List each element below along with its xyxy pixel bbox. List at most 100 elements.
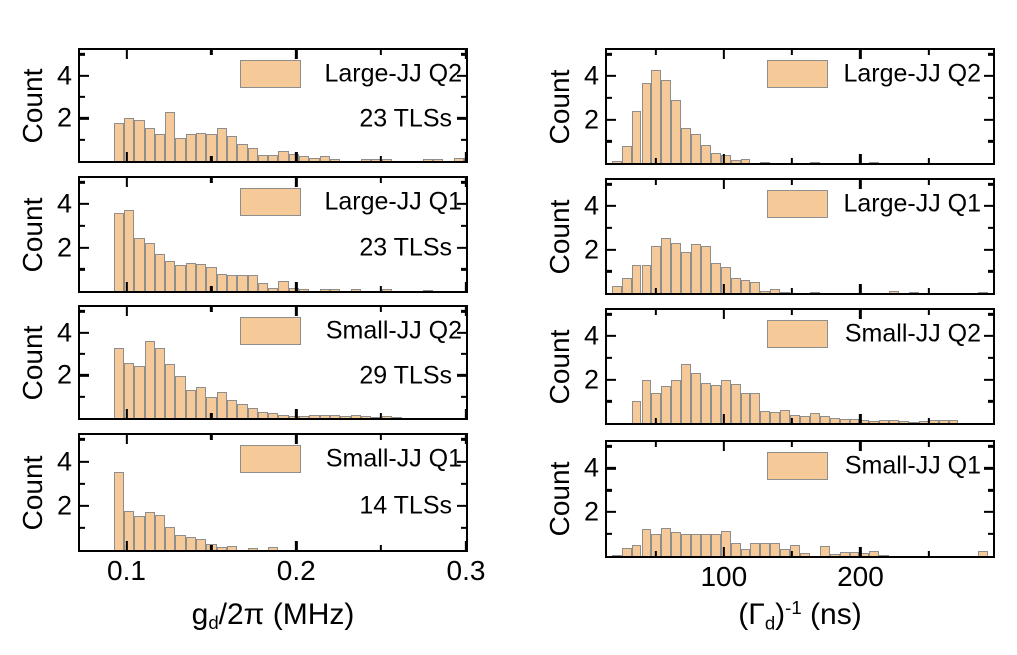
legend-swatch (767, 320, 829, 349)
histogram-bar (809, 291, 820, 293)
histogram-bar (216, 273, 227, 291)
y-tick-minor (80, 268, 85, 271)
histogram-bar (760, 542, 771, 556)
histogram-bar (113, 212, 124, 291)
histogram-bar (780, 291, 791, 293)
histogram-bar (879, 419, 890, 423)
histogram-bar (278, 415, 289, 418)
y-tick-minor (607, 532, 612, 536)
x-tick-minor (654, 288, 657, 293)
histogram-bar (154, 254, 166, 291)
histogram-bar (350, 415, 361, 418)
x-tick-minor (379, 545, 383, 550)
histogram-bar (700, 144, 711, 163)
y-tick-label: 4 (583, 452, 599, 483)
x-tick-minor (210, 435, 213, 440)
histogram-bar (206, 134, 217, 161)
x-tick-minor (210, 307, 213, 312)
x-tick-major (295, 50, 298, 59)
x-tick-major (722, 442, 725, 451)
y-tick-major (457, 374, 466, 377)
y-tick-major (984, 204, 993, 208)
x-tick-minor (379, 156, 383, 161)
y-tick-minor (607, 400, 612, 403)
y-tick-major (457, 202, 466, 206)
y-tick-minor (988, 445, 993, 448)
histogram-bar (869, 550, 880, 556)
histogram-bars (607, 442, 993, 556)
histogram-bar (661, 386, 672, 423)
y-tick-major (607, 74, 616, 78)
x-tick-major (464, 152, 468, 161)
y-tick-major (80, 202, 89, 206)
y-tick-minor (607, 445, 612, 448)
y-tick-minor (607, 356, 612, 359)
histogram-bar (453, 158, 464, 161)
histogram-bars (607, 310, 993, 423)
x-tick-minor (210, 286, 213, 291)
tls-count-annotation: 29 TLSs (359, 361, 452, 390)
histogram-bar (360, 158, 372, 161)
histogram-bar (621, 548, 632, 556)
y-tick-minor (80, 438, 85, 441)
x-tick-major (295, 435, 298, 444)
histogram-bar (123, 511, 135, 550)
y-tick-major (607, 510, 616, 514)
y-axis-label: Count (544, 461, 575, 537)
x-tick-major (125, 152, 128, 161)
histogram-bar (175, 264, 186, 291)
histogram-bar (691, 244, 701, 293)
x-tick-minor (654, 551, 657, 556)
histogram-bar (299, 288, 310, 291)
histogram-bar (760, 161, 771, 163)
histogram-bar (257, 283, 269, 291)
histogram-bar (641, 264, 652, 293)
histogram-bar (185, 262, 197, 291)
x-tick-minor (654, 418, 657, 423)
y-tick-minor (80, 138, 85, 141)
y-tick-minor (988, 96, 993, 99)
y-tick-minor (461, 224, 466, 227)
histogram-bar (319, 155, 330, 161)
histogram-bars (607, 50, 993, 163)
x-tick-major (722, 547, 725, 556)
histogram-bar (422, 159, 433, 161)
x-tick-minor (210, 156, 213, 161)
y-tick-major (457, 246, 466, 249)
panel-left-2: 2 4 Count Large-JJ Q1 23 TLSs (17, 176, 468, 293)
histogram-bar (123, 362, 135, 418)
y-tick-minor (80, 526, 85, 530)
y-tick-major (80, 331, 89, 334)
histogram-bar (154, 514, 166, 550)
histogram-bar (710, 262, 721, 293)
legend-swatch (240, 188, 302, 217)
x-tick-major (295, 307, 298, 316)
histogram-bar (908, 291, 919, 293)
x-tick-major (859, 547, 862, 556)
histogram-bar (196, 133, 207, 161)
y-tick-label: 4 (56, 446, 72, 477)
x-tick-minor (654, 310, 657, 315)
y-axis-label: Count (17, 455, 48, 530)
histogram-bar (879, 554, 890, 556)
histogram-bar (268, 413, 279, 418)
x-tick-minor (379, 307, 383, 312)
histogram-bar (730, 542, 741, 556)
x-tick-major (295, 409, 298, 418)
histogram-bar (770, 412, 781, 423)
histogram-bar (165, 526, 176, 550)
legend-label: Small-JJ Q1 (325, 444, 462, 473)
y-tick-major (80, 504, 89, 507)
x-tick-major (859, 414, 862, 423)
x-tick-minor (379, 178, 383, 183)
y-tick-minor (607, 183, 612, 186)
y-tick-minor (988, 313, 993, 316)
histogram-bar (681, 364, 692, 423)
x-tick-major (464, 307, 468, 316)
histogram-bars (80, 178, 466, 291)
x-tick-major (859, 180, 862, 189)
y-tick-label: 4 (56, 188, 72, 219)
histogram-bar (651, 534, 662, 556)
x-tick-minor (790, 288, 794, 293)
y-tick-label: 4 (56, 317, 72, 348)
